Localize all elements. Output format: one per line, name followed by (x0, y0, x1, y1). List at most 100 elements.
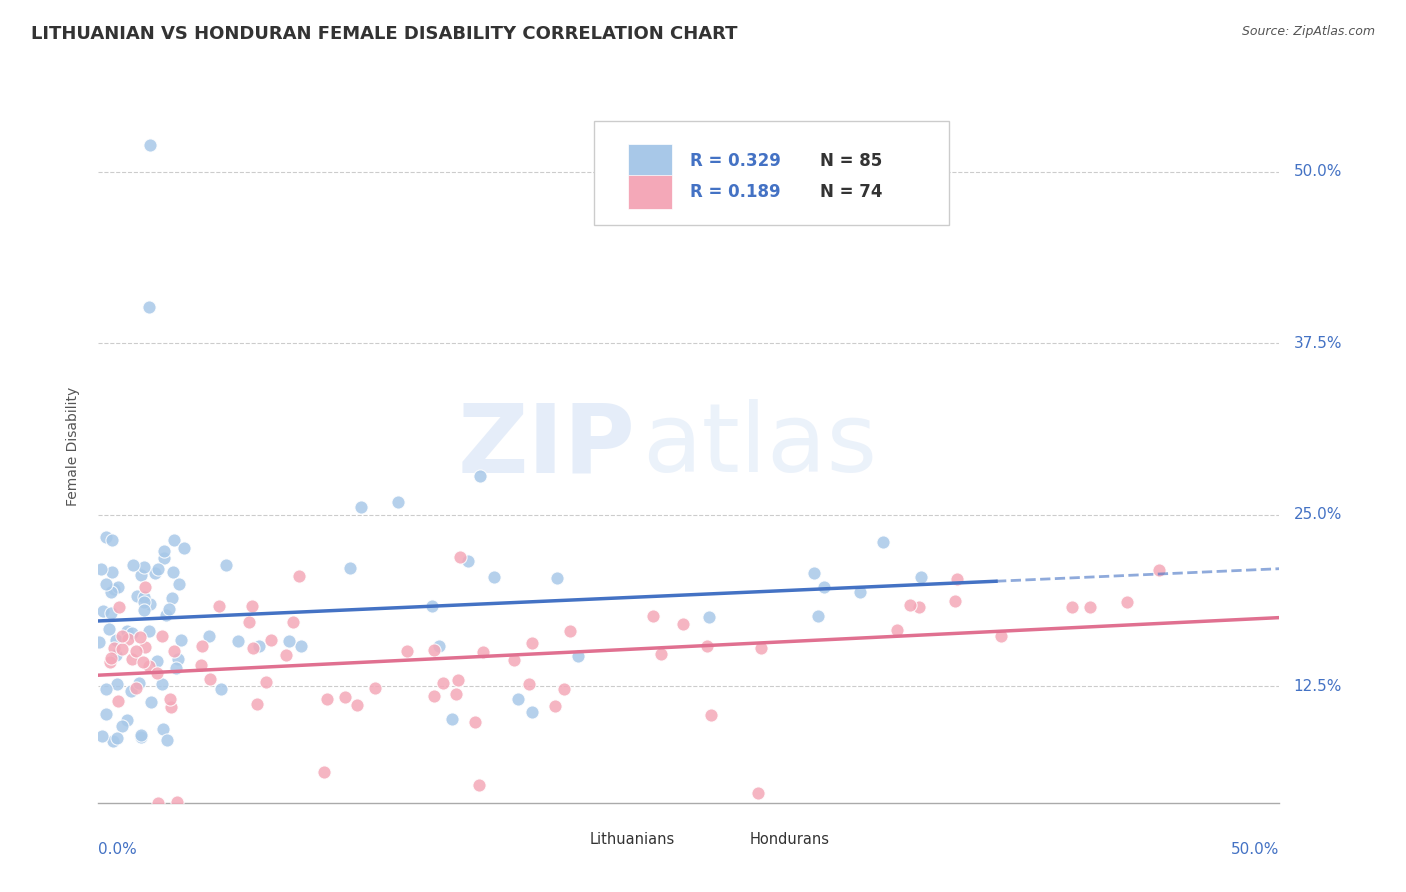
Point (423, 643, 446, 657)
Point (152, 722, 174, 736)
Text: 25.0%: 25.0% (1294, 508, 1341, 522)
Point (464, 714, 486, 729)
Point (145, 666, 167, 681)
Point (315, 692, 337, 706)
Point (1078, 599, 1101, 614)
Point (101, 733, 124, 747)
Point (107, 694, 129, 708)
Point (423, 690, 446, 704)
Point (162, 591, 184, 606)
Point (111, 629, 134, 643)
Point (546, 571, 568, 585)
Point (100, 651, 122, 665)
Y-axis label: Female Disability: Female Disability (66, 386, 80, 506)
Point (111, 719, 134, 733)
Point (150, 677, 173, 691)
Point (152, 630, 174, 644)
Point (447, 673, 470, 687)
Point (346, 698, 368, 713)
Text: Lithuanians: Lithuanians (589, 832, 675, 847)
Point (517, 677, 540, 691)
Point (129, 730, 152, 744)
Text: 37.5%: 37.5% (1294, 335, 1343, 351)
Point (105, 648, 128, 663)
Point (91, 604, 114, 618)
Point (803, 566, 825, 580)
Point (134, 595, 156, 609)
Point (288, 569, 311, 583)
Point (472, 645, 495, 659)
Point (121, 558, 143, 572)
Point (1116, 595, 1139, 609)
Point (350, 500, 373, 515)
Point (100, 606, 122, 620)
Text: R = 0.189: R = 0.189 (690, 183, 780, 201)
Point (508, 691, 530, 706)
Point (278, 634, 301, 648)
Point (190, 657, 212, 672)
Point (283, 615, 305, 629)
Point (553, 681, 575, 696)
Point (134, 640, 156, 654)
Point (127, 589, 149, 603)
Point (138, 659, 160, 673)
Point (129, 729, 152, 743)
Point (468, 778, 491, 792)
Point (672, 617, 695, 632)
Point (105, 677, 128, 691)
Point (650, 647, 672, 661)
Point (700, 708, 723, 723)
Text: LITHUANIAN VS HONDURAN FEMALE DISABILITY CORRELATION CHART: LITHUANIAN VS HONDURAN FEMALE DISABILITY… (31, 25, 737, 43)
Text: ZIP: ZIP (458, 400, 636, 492)
FancyBboxPatch shape (560, 829, 585, 851)
Point (747, 786, 769, 800)
Text: Source: ZipAtlas.com: Source: ZipAtlas.com (1241, 25, 1375, 38)
Point (849, 585, 872, 599)
Point (155, 732, 177, 747)
Point (132, 559, 155, 574)
Point (159, 691, 181, 706)
Point (94, 576, 117, 591)
Text: 50.0%: 50.0% (1232, 842, 1279, 857)
Point (98, 623, 121, 637)
Point (132, 655, 155, 669)
Point (94, 707, 117, 722)
Point (910, 569, 932, 583)
Point (115, 713, 138, 727)
Point (90, 729, 112, 743)
Point (145, 655, 167, 669)
Point (107, 599, 129, 614)
Point (173, 541, 195, 555)
Point (139, 597, 162, 611)
Point (165, 661, 187, 675)
Point (124, 681, 146, 695)
Point (449, 550, 471, 565)
FancyBboxPatch shape (627, 175, 672, 209)
Point (163, 533, 186, 547)
Point (520, 636, 543, 650)
Text: 50.0%: 50.0% (1294, 164, 1341, 179)
Point (238, 615, 260, 630)
Point (242, 640, 264, 655)
Point (427, 639, 450, 653)
Text: R = 0.329: R = 0.329 (690, 153, 780, 170)
Point (290, 640, 312, 654)
Point (813, 580, 835, 594)
Point (146, 562, 169, 576)
Point (94, 530, 117, 544)
Point (146, 796, 169, 810)
Point (249, 639, 271, 653)
Point (143, 566, 166, 581)
Point (946, 572, 969, 586)
Point (254, 675, 277, 690)
Point (157, 602, 180, 616)
Point (457, 553, 479, 567)
Point (198, 629, 221, 643)
Point (484, 570, 506, 584)
Point (138, 138, 160, 153)
Point (117, 632, 139, 646)
Point (90, 561, 112, 575)
Point (228, 634, 250, 648)
Point (440, 713, 463, 727)
Point (544, 699, 567, 714)
